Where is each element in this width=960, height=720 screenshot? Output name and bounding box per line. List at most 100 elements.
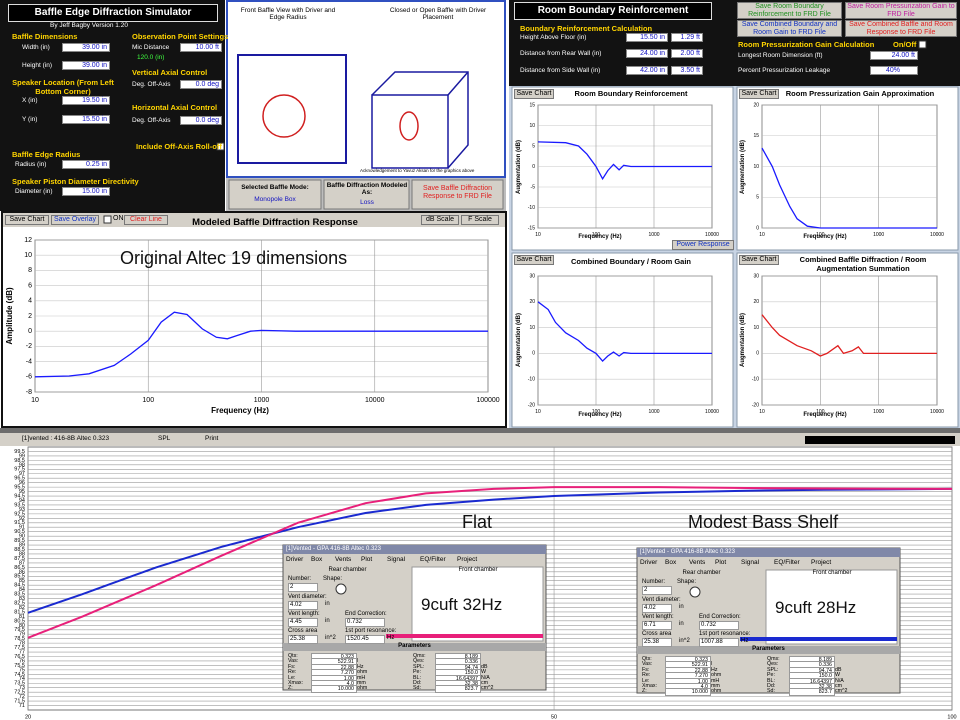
curve (27, 487, 953, 614)
clear-line-button[interactable]: Clear Line (124, 215, 168, 226)
x-tick-label: 10000 (930, 232, 944, 238)
dialog-text: Dd: (767, 683, 776, 689)
y-tick-label: 78.5 (14, 636, 25, 642)
dialog-text: Hz (711, 666, 718, 673)
dialog-text: 9cuft 28Hz (775, 598, 857, 617)
y-tick-label: 81.5 (14, 609, 25, 615)
save-button[interactable]: Save Room Boundary Reinforcement to FRD … (737, 2, 842, 19)
x-tick-label: 10 (535, 232, 541, 238)
y-tick-label: 0 (532, 351, 535, 357)
chart-title: Room Boundary Reinforcement (574, 89, 688, 98)
y-tick-label: 15 (529, 102, 535, 108)
y-tick-label: 87.5 (14, 556, 25, 562)
dialog-text: Project (811, 559, 832, 566)
dialog-text: Pe: (413, 669, 421, 676)
dialog-text: in^2 (679, 638, 690, 644)
driver-circle (262, 94, 306, 138)
dialog-text: in (679, 621, 684, 627)
y-axis-label: Augmentation (dB) (516, 313, 522, 367)
y-tick-label: 85.5 (14, 574, 25, 580)
save-chart-button[interactable]: Save Chart (514, 255, 554, 266)
dialog-text: Box (665, 559, 677, 566)
y-tick-label: 83.5 (14, 592, 25, 598)
save-button[interactable]: Save Combined Boundary and Room Gain to … (737, 20, 842, 37)
x-tick-label: 1000 (254, 397, 270, 404)
db-scale-button[interactable]: dB Scale (421, 215, 459, 226)
y-tick-label: 10 (529, 123, 535, 129)
chart-title: Room Pressurization Gain Approximation (785, 89, 935, 98)
dialog-text: in (679, 604, 684, 610)
front-chamber-area (765, 569, 898, 645)
app-title: Baffle Edge Diffraction Simulator (8, 4, 218, 22)
dialog-text: Fs: (642, 666, 650, 673)
annotation: Modest Bass Shelf (688, 512, 839, 532)
input: 24.00 ft (870, 51, 918, 60)
save-button[interactable]: Save Baffle Diffraction Response to FRD … (422, 185, 492, 201)
toolbar-button: SPL (158, 435, 171, 442)
input: 0.25 in (62, 160, 110, 169)
input: 24.00 in (626, 49, 668, 58)
power-response-button[interactable]: Power Response (672, 240, 734, 251)
section-heading: Speaker Piston Diameter Directivity (12, 177, 139, 186)
x-tick-label: 10000 (705, 409, 719, 415)
x-tick-label: 10 (31, 397, 39, 404)
dialog-text: Qms: (767, 656, 780, 662)
mode-box (228, 179, 322, 210)
save-chart-button[interactable]: Save Chart (5, 215, 49, 226)
y-axis-label: Augmentation (dB) (740, 140, 746, 194)
section-heading: Baffle Edge Radius (12, 150, 81, 159)
save-chart-button[interactable]: Save Chart (514, 89, 554, 100)
save-chart-button[interactable]: Save Chart (739, 255, 779, 266)
y-tick-label: 2 (28, 313, 32, 320)
dialog-text: mm (711, 683, 720, 689)
dialog-text: BL: (413, 674, 421, 681)
winisd-toolbar (0, 433, 960, 446)
dialog-text: cm (835, 683, 843, 689)
plot-area (537, 275, 713, 406)
dialog-text: 0.732 (345, 618, 385, 627)
y-tick-label: 82 (19, 605, 25, 611)
section-heading: Boundary Reinforcement Calculation (520, 24, 653, 33)
y-tick-label: 98.5 (14, 458, 25, 464)
dialog-text: Driver (286, 556, 304, 563)
save-button[interactable]: Save Room Pressurization Gain to FRD Fil… (845, 2, 957, 19)
y-tick-label: 94.5 (14, 493, 25, 499)
y-tick-label: 96 (19, 480, 25, 486)
dialog-text: 823.7 (435, 685, 481, 694)
driver-ellipse (399, 111, 419, 141)
baffle-front (237, 54, 347, 164)
dialog-text: 6.71 (642, 621, 672, 630)
dialog-text: Number: (642, 579, 666, 585)
y-tick-label: 79.5 (14, 627, 25, 633)
dialog-text: in^2 (325, 635, 336, 641)
dialog-text: Signal (741, 559, 760, 566)
save-overlay-button[interactable]: Save Overlay (51, 215, 99, 226)
dialog-text: 1st port resonance: (699, 631, 751, 637)
save-chart-button[interactable]: Save Chart (739, 89, 779, 100)
dialog-text: ohm (711, 672, 722, 679)
dialog-text: Rear chamber (682, 570, 721, 576)
save-button[interactable]: Save Combined Baffle and Room Response t… (845, 20, 957, 37)
dialog-text: EQ/Filter (420, 556, 446, 563)
checkbox (216, 142, 225, 151)
dialog-text: 2 (288, 583, 318, 592)
y-tick-label: 97.5 (14, 467, 25, 473)
dialog-text: 823.7 (789, 688, 835, 697)
mode-label: Selected Baffle Mode: (241, 184, 309, 191)
y-tick-label: 81 (19, 614, 25, 620)
dialog-text: Plot (361, 556, 373, 563)
f-scale-button[interactable]: F Scale (461, 215, 499, 226)
dialog-text: SPL: (413, 663, 425, 670)
dialog-text: Vas: (642, 661, 653, 668)
y-tick-label: -4 (26, 358, 32, 365)
dialog-text: Vent diameter: (288, 594, 327, 600)
label: Deg. Off-Axis (132, 81, 171, 88)
y-tick-label: 98 (19, 462, 25, 468)
x-tick-label: 100000 (476, 397, 499, 404)
y-tick-label: 78 (19, 641, 25, 647)
y-tick-label: 10 (753, 164, 759, 170)
dialog-text: l (357, 658, 359, 665)
dialog-text: 4.45 (288, 618, 318, 627)
y-tick-label: 30 (529, 273, 535, 279)
